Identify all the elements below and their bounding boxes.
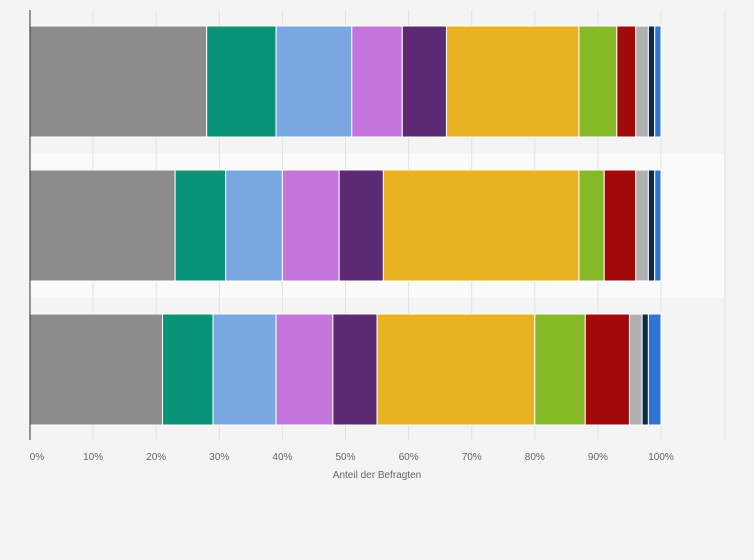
bar-segment bbox=[29, 313, 164, 426]
bar-segment bbox=[281, 169, 340, 282]
bar-segment bbox=[29, 25, 208, 138]
bar-segment bbox=[382, 169, 580, 282]
x-tick-label: 80% bbox=[525, 452, 545, 463]
x-tick-label: 20% bbox=[146, 452, 166, 463]
x-tick-label: 0% bbox=[30, 452, 45, 463]
bar-segment bbox=[578, 169, 605, 282]
x-tick-label: 50% bbox=[335, 452, 355, 463]
bar-segment bbox=[29, 169, 176, 282]
x-tick-label: 60% bbox=[399, 452, 419, 463]
bar-segment bbox=[332, 313, 378, 426]
bar-segment bbox=[647, 25, 656, 138]
x-tick-label: 100% bbox=[648, 452, 674, 463]
bar-segment bbox=[647, 313, 662, 426]
bar-segment bbox=[338, 169, 384, 282]
bar-segment bbox=[647, 169, 656, 282]
bar-segment bbox=[654, 25, 662, 138]
bar-segment bbox=[603, 169, 637, 282]
bar-segment bbox=[654, 169, 662, 282]
bar-segment bbox=[275, 25, 353, 138]
x-axis-title: Anteil der Befragten bbox=[333, 470, 421, 481]
x-tick-label: 40% bbox=[272, 452, 292, 463]
x-tick-label: 70% bbox=[462, 452, 482, 463]
bar-segment bbox=[635, 169, 649, 282]
bar-segment bbox=[628, 313, 643, 426]
x-tick-label: 90% bbox=[588, 452, 608, 463]
bar-segment bbox=[376, 313, 536, 426]
bar-segment bbox=[534, 313, 586, 426]
bar-segment bbox=[616, 25, 637, 138]
bar-segment bbox=[641, 313, 649, 426]
bar-segment bbox=[445, 25, 580, 138]
bars bbox=[29, 25, 662, 426]
bar-segment bbox=[206, 25, 277, 138]
bar-segment bbox=[584, 313, 630, 426]
x-axis-ticks: 0% 10% 20% 30% 40% 50% 60% 70% 80% 90% 100% bbox=[30, 452, 674, 463]
bar-segment bbox=[225, 169, 283, 282]
bar-segment bbox=[162, 313, 214, 426]
bar-segment bbox=[275, 313, 334, 426]
bar-segment bbox=[212, 313, 277, 426]
x-tick-label: 10% bbox=[83, 452, 103, 463]
bar-segment bbox=[635, 25, 649, 138]
bar-segment bbox=[351, 25, 403, 138]
bar-segment bbox=[401, 25, 447, 138]
bar-segment bbox=[174, 169, 227, 282]
bar-segment bbox=[578, 25, 618, 138]
x-tick-label: 30% bbox=[209, 452, 229, 463]
